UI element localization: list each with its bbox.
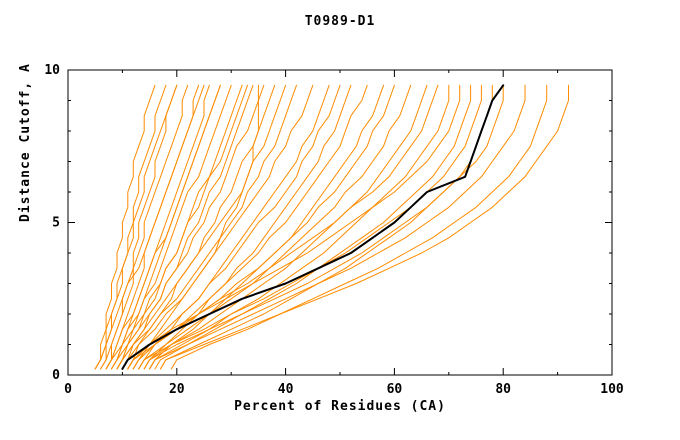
series-model-03 [94, 84, 178, 370]
series-model-32 [138, 84, 482, 370]
series-model-02 [100, 84, 167, 370]
series-model-14 [121, 84, 254, 370]
x-tick-label: 100 [600, 382, 624, 397]
series-model-10 [116, 84, 221, 370]
x-tick-label: 40 [278, 382, 294, 397]
x-tick-label: 80 [495, 382, 511, 397]
series-model-07 [94, 84, 205, 370]
x-tick-label: 0 [64, 382, 72, 397]
series-model-27 [143, 84, 428, 370]
series-model-11 [111, 84, 232, 370]
series-model-18 [132, 84, 297, 370]
series-model-21 [127, 84, 341, 370]
series-model-28 [132, 84, 439, 370]
y-tick-label: 0 [52, 368, 60, 383]
series-model-33 [160, 84, 493, 370]
series-model-20 [138, 84, 330, 370]
series-model-29 [149, 84, 450, 370]
chart-title: T0989-D1 [304, 14, 376, 29]
series-model-25 [127, 84, 395, 370]
series-model-23 [132, 84, 368, 370]
series-model-36 [170, 84, 548, 370]
series-model-04 [105, 84, 178, 370]
y-tick-label: 10 [44, 63, 60, 78]
series-model-01 [94, 84, 156, 370]
series-model-26 [138, 84, 412, 370]
series-model-34 [143, 84, 504, 370]
series-model-15 [111, 84, 265, 370]
series-model-35 [149, 84, 526, 370]
series-model-22 [143, 84, 352, 370]
series-model-38 [116, 84, 259, 370]
x-tick-label: 60 [387, 382, 403, 397]
series-model-19 [121, 84, 314, 370]
x-tick-label: 20 [169, 382, 185, 397]
series-model-05 [100, 84, 189, 370]
y-tick-label: 5 [52, 216, 60, 231]
x-axis-label: Percent of Residues (CA) [234, 399, 446, 414]
series-highlighted-model [121, 84, 505, 370]
series-model-30 [127, 84, 461, 370]
series-model-24 [149, 84, 384, 370]
series-model-31 [154, 84, 472, 370]
series-model-08 [111, 84, 210, 370]
series-model-13 [105, 84, 248, 370]
series-model-37 [160, 84, 569, 370]
series-model-17 [116, 84, 287, 370]
